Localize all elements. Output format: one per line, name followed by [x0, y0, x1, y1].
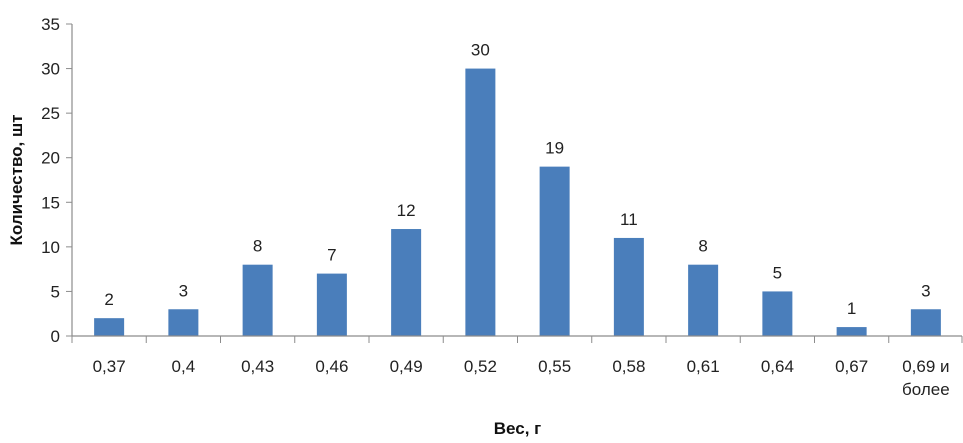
x-category-label: 0,55 [538, 357, 571, 376]
bar [688, 264, 719, 336]
y-axis-ticks: 0 5 10 15 20 25 30 35 [41, 15, 72, 346]
data-labels: 2 3 8 7 12 30 19 11 8 5 1 3 [104, 41, 930, 319]
y-tick-label: 5 [51, 282, 60, 301]
y-tick-label: 35 [41, 15, 60, 34]
bar-value-label: 3 [921, 281, 930, 300]
x-category-label: 0,67 [835, 357, 868, 376]
bar-value-label: 2 [104, 290, 113, 309]
x-category-label: 0,37 [93, 357, 126, 376]
bar [94, 318, 125, 336]
bar-value-label: 8 [698, 237, 707, 256]
x-category-label: 0,4 [172, 357, 196, 376]
bar [762, 291, 793, 336]
bar [316, 273, 347, 336]
bar [836, 327, 867, 336]
bar-value-label: 5 [773, 263, 782, 282]
y-axis-title: Количество, шт [7, 114, 26, 245]
x-category-label: 0,43 [241, 357, 274, 376]
x-category-label: 0,61 [687, 357, 720, 376]
bar-value-label: 8 [253, 237, 262, 256]
bar [910, 309, 941, 336]
bar [168, 309, 199, 336]
y-tick-label: 0 [51, 327, 60, 346]
y-tick-label: 10 [41, 238, 60, 257]
y-tick-label: 30 [41, 60, 60, 79]
bar [465, 68, 496, 337]
bar-series [94, 68, 941, 337]
bar-value-label: 1 [847, 299, 856, 318]
x-category-label: 0,58 [612, 357, 645, 376]
x-category-label: 0,69 и [902, 357, 949, 376]
bar-value-label: 7 [327, 246, 336, 265]
x-category-label: 0,52 [464, 357, 497, 376]
x-axis-title: Вес, г [494, 419, 542, 438]
bar-value-label: 19 [545, 139, 564, 158]
bar [613, 237, 644, 336]
y-tick-label: 25 [41, 104, 60, 123]
axes [71, 24, 962, 337]
y-tick-label: 20 [41, 149, 60, 168]
bar [539, 166, 570, 336]
bar-value-label: 11 [620, 210, 638, 229]
x-axis-ticks: 0,37 0,4 0,43 0,46 0,49 0,52 0,55 0,58 0,61 0,64 0… [71, 336, 963, 399]
bar-value-label: 3 [179, 281, 188, 300]
x-category-label: 0,46 [315, 357, 348, 376]
bar-value-label: 30 [471, 41, 490, 60]
bar [391, 229, 422, 336]
y-tick-label: 15 [41, 193, 60, 212]
x-category-label: более [902, 380, 950, 399]
bar [242, 264, 273, 336]
x-category-label: 0,49 [390, 357, 423, 376]
bar-value-label: 12 [397, 201, 416, 220]
x-category-label: 0,64 [761, 357, 794, 376]
